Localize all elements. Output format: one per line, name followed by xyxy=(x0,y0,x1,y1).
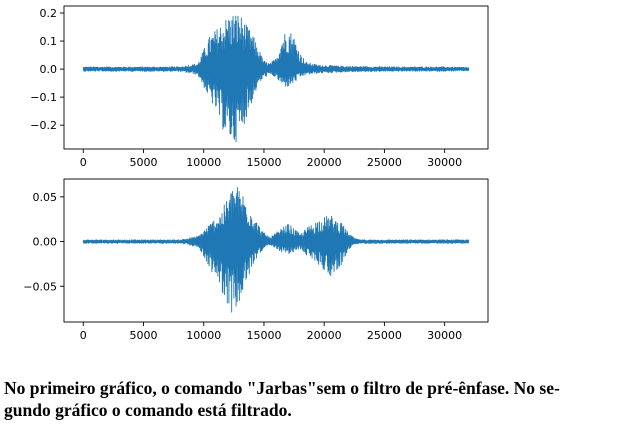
x-tick-label: 0 xyxy=(80,156,87,169)
axes-frame xyxy=(63,178,489,323)
x-tick-label: 25000 xyxy=(367,156,402,169)
x-tick-label: 10000 xyxy=(186,156,221,169)
x-tick-label: 5000 xyxy=(130,329,158,342)
x-tick-label: 30000 xyxy=(427,156,462,169)
plot-top-waveform: 0 5000 10000 15000 20000 25000 30000 −0.2 −0.1 0.… xyxy=(30,5,489,169)
x-tick-label: 25000 xyxy=(367,329,402,342)
caption: No primeiro gráfico, o comando "Jarbas"s… xyxy=(4,377,628,421)
y-tick-label: −0.1 xyxy=(30,91,57,104)
x-tick-label: 10000 xyxy=(186,329,221,342)
x-tick-label: 20000 xyxy=(307,329,342,342)
x-tick-label: 5000 xyxy=(130,156,158,169)
x-tick-label: 15000 xyxy=(246,329,281,342)
plot-bottom-waveform: 0 5000 10000 15000 20000 25000 30000 −0.05 0.00 0… xyxy=(23,178,489,342)
y-tick-label: −0.05 xyxy=(23,280,57,293)
x-tick-label: 0 xyxy=(80,329,87,342)
y-tick-label: 0.1 xyxy=(40,35,58,48)
caption-line-2: gundo gráfico o comando está filtrado. xyxy=(4,400,292,420)
x-tick-label: 20000 xyxy=(307,156,342,169)
x-tick-label: 30000 xyxy=(427,329,462,342)
y-tick-label: −0.2 xyxy=(30,119,57,132)
caption-line-1: No primeiro gráfico, o comando "Jarbas"s… xyxy=(4,378,560,398)
y-tick-label: 0.0 xyxy=(40,63,58,76)
axes-frame xyxy=(63,5,489,150)
y-tick-label: 0.2 xyxy=(40,7,58,20)
waveform-series-0 xyxy=(82,187,470,313)
waveform-series-0 xyxy=(82,15,470,143)
y-tick-label: 0.00 xyxy=(33,236,58,249)
x-tick-label: 15000 xyxy=(246,156,281,169)
y-tick-label: 0.05 xyxy=(33,191,58,204)
figure: 0 5000 10000 15000 20000 25000 30000 −0.2 −0.1 0.… xyxy=(23,5,489,342)
